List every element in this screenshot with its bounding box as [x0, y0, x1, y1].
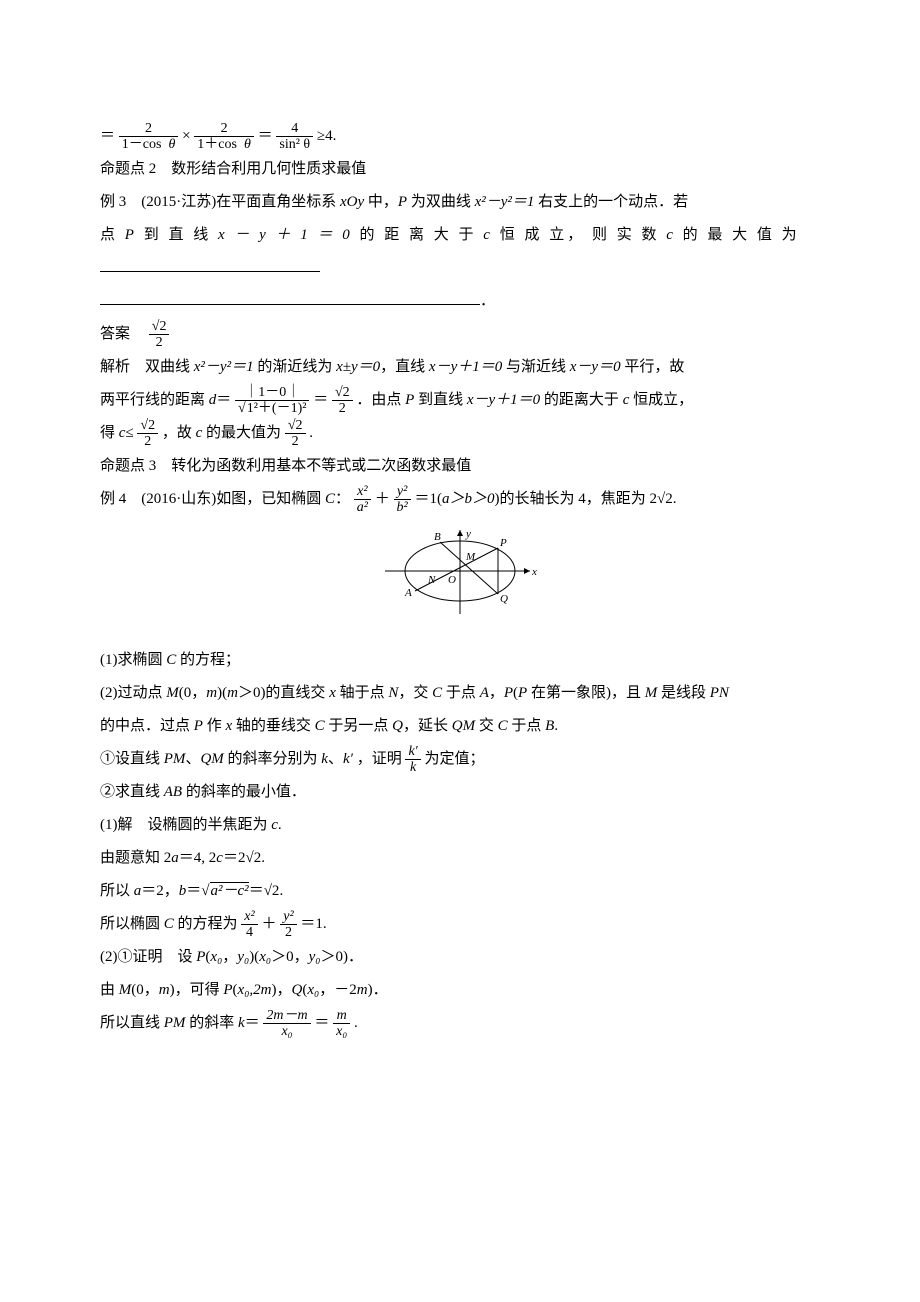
svg-text:N: N: [427, 574, 436, 586]
example-3-line2: 点 P 到 直 线 x － y ＋ 1 ＝ 0 的 距 离 大 于 c 恒 成 …: [100, 219, 820, 252]
question-2-line1: (2)过动点 M(0，m)(m＞0)的直线交 x 轴于点 N，交 C 于点 A，…: [100, 677, 820, 710]
topic-3-heading: 命题点 3 转化为函数利用基本不等式或二次函数求最值: [100, 450, 820, 483]
topic-2-heading: 命题点 2 数形结合利用几何性质求最值: [100, 153, 820, 186]
distance-fraction: ｜1－0｜ √1²＋(－1)²: [235, 385, 309, 417]
svg-text:y: y: [465, 528, 471, 540]
text: ×: [182, 128, 190, 144]
fraction-3: 4 sin² θ: [276, 121, 313, 153]
svg-text:B: B: [434, 531, 441, 543]
y2-b2-fraction: y² b²: [394, 484, 411, 516]
fraction-1: 2 1－cos θ: [119, 121, 179, 153]
answer-1-line2: 由题意知 2a＝4, 2c＝2√2.: [100, 842, 820, 875]
sqrt2-over-2-fraction: √2 2: [332, 385, 353, 417]
fraction: √2 2: [285, 418, 306, 450]
text: ＝: [100, 128, 115, 144]
x2-a2-fraction: x² a²: [354, 484, 371, 516]
fraction: √2 2: [137, 418, 158, 450]
answer-1-line3: 所以 a＝2，b＝√a²－c²＝√2.: [100, 875, 820, 908]
answer-2-line1: (2)①证明 设 P(x₀，y₀)(x₀＞0，y₀＞0)．: [100, 941, 820, 974]
question-2-line2: 的中点．过点 P 作 x 轴的垂线交 C 于另一点 Q，延长 QM 交 C 于点…: [100, 710, 820, 743]
answer-fraction: √2 2: [149, 319, 170, 351]
slope-fraction-2: m x₀: [333, 1008, 350, 1040]
question-2-2: ②求直线 AB 的斜率的最小值．: [100, 776, 820, 809]
fraction-2: 2 1＋cos θ: [194, 121, 254, 153]
svg-text:x: x: [531, 566, 537, 578]
text: ≥4.: [317, 128, 336, 144]
solution-line1: 解析 双曲线 x²－y²＝1 的渐近线为 x±y＝0，直线 x－y＋1＝0 与渐…: [100, 351, 820, 384]
text: ＝: [258, 128, 273, 144]
slope-fraction-1: 2m－m x₀: [263, 1008, 310, 1040]
answer-line: 答案 √2 2: [100, 318, 820, 351]
blank-underline-2: ．: [100, 285, 820, 318]
example-3-line1: 例 3 (2015·江苏)在平面直角坐标系 xOy 中，P 为双曲线 x²－y²…: [100, 186, 820, 219]
svg-text:O: O: [448, 574, 456, 586]
equation-line-1: ＝ 2 1－cos θ × 2 1＋cos θ ＝ 4 sin² θ ≥4.: [100, 120, 820, 153]
solution-line2: 两平行线的距离 d＝ ｜1－0｜ √1²＋(－1)² ＝ √2 2 ．由点 P …: [100, 384, 820, 417]
kprime-over-k-fraction: k′ k: [405, 744, 420, 776]
answer-1-line4: 所以椭圆 C 的方程为 x² 4 ＋ y² 2 ＝1.: [100, 908, 820, 941]
answer-1-line1: (1)解 设椭圆的半焦距为 c.: [100, 809, 820, 842]
y2-2-fraction: y² 2: [280, 909, 296, 941]
svg-text:P: P: [499, 537, 507, 549]
question-2-1: ①设直线 PM、QM 的斜率分别为 k、k′ ，证明 k′ k 为定值；: [100, 743, 820, 776]
x2-4-fraction: x² 4: [241, 909, 257, 941]
svg-text:Q: Q: [500, 593, 508, 605]
question-1: (1)求椭圆 C 的方程；: [100, 644, 820, 677]
example-4-line: 例 4 (2016·山东)如图，已知椭圆 C： x² a² ＋ y² b² ＝1…: [100, 483, 820, 516]
solution-line3: 得 c≤ √2 2 ，故 c 的最大值为 √2 2 .: [100, 417, 820, 450]
answer-2-line3: 所以直线 PM 的斜率 k＝ 2m－m x₀ ＝ m x₀ .: [100, 1007, 820, 1040]
ellipse-diagram: y x B P M A N O Q: [100, 526, 820, 634]
blank-underline-1: [100, 252, 820, 285]
svg-text:M: M: [465, 551, 476, 563]
answer-2-line2: 由 M(0，m)，可得 P(x₀,2m)，Q(x₀，－2m)．: [100, 974, 820, 1007]
svg-text:A: A: [404, 587, 412, 599]
